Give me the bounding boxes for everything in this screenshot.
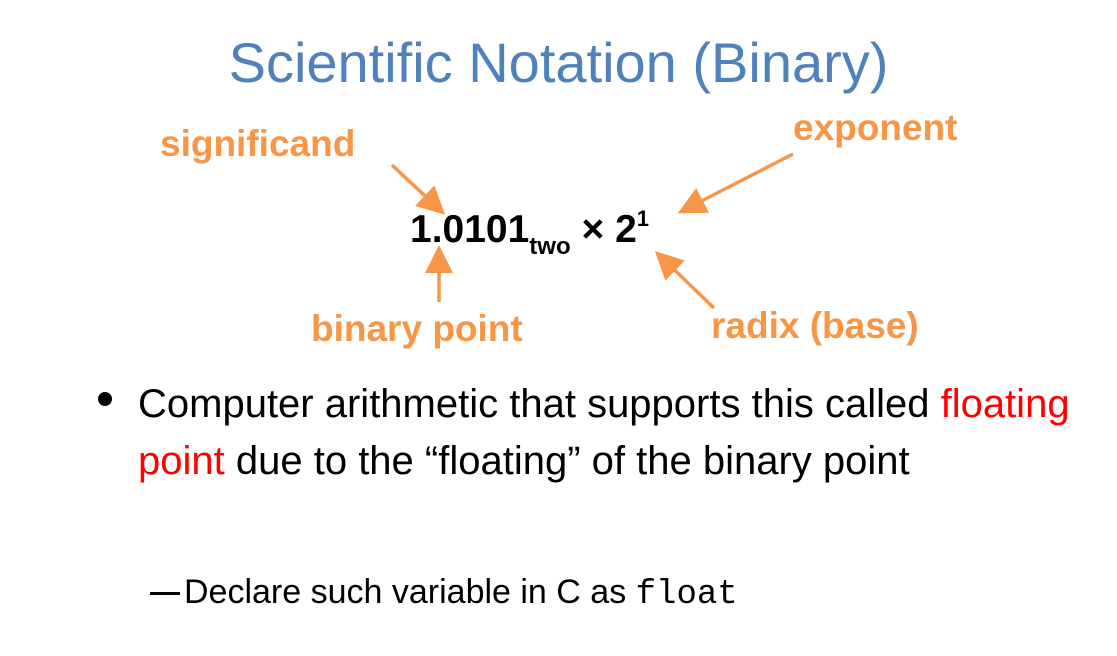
bullet-text-after: due to the “floating” of the binary poin… bbox=[224, 439, 910, 483]
sub-bullet-text: Declare such variable in C as float bbox=[184, 570, 738, 617]
binary-point-label: binary point bbox=[311, 308, 523, 349]
radix-label: radix (base) bbox=[711, 305, 919, 346]
exponent-label: exponent bbox=[793, 107, 958, 148]
formula-significand: 1.0101 bbox=[410, 208, 530, 251]
significand-label: significand bbox=[160, 123, 356, 164]
significand-arrow bbox=[390, 163, 446, 215]
sub-bullet-dash bbox=[150, 592, 180, 595]
floating-point-highlight: floating point bbox=[138, 382, 1070, 483]
bullet-dot bbox=[98, 392, 112, 406]
formula-times-radix: × 2 bbox=[570, 208, 637, 251]
bullet-text-before: Computer arithmetic that supports this c… bbox=[138, 382, 941, 426]
scientific-notation-formula: 1.0101two × 21 bbox=[410, 206, 650, 260]
sub-bullet-label: Declare such variable in C as bbox=[184, 573, 636, 611]
radix-arrow bbox=[654, 251, 716, 310]
bullet-text: Computer arithmetic that supports this c… bbox=[138, 376, 1098, 490]
formula-exponent: 1 bbox=[636, 206, 650, 231]
exponent-arrow bbox=[677, 152, 794, 214]
float-keyword: float bbox=[635, 576, 738, 614]
slide-title: Scientific Notation (Binary) bbox=[228, 31, 889, 94]
formula-base-subscript: two bbox=[529, 233, 571, 260]
